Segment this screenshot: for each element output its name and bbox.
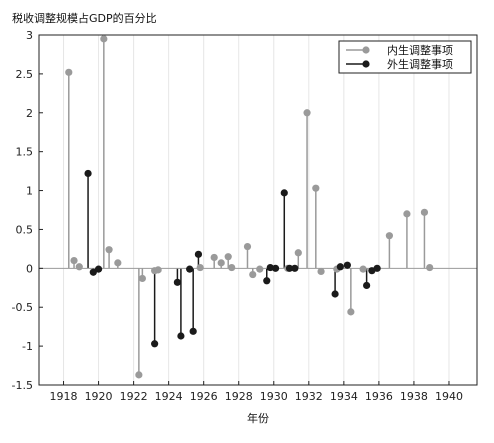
x-tick-label: 1920 bbox=[85, 390, 113, 403]
stem-marker-series-1 bbox=[100, 35, 108, 43]
stem-marker-series-1 bbox=[75, 263, 83, 271]
stem-marker-series-1 bbox=[196, 263, 204, 272]
stem-marker-series-2 bbox=[271, 264, 280, 272]
grid-lines bbox=[63, 35, 450, 385]
x-tick-label: 1936 bbox=[365, 390, 393, 403]
stem-marker-series-1 bbox=[359, 265, 367, 273]
x-tick-label: 1926 bbox=[190, 390, 218, 403]
stem-marker-series-1 bbox=[210, 253, 218, 262]
stem-marker-series-1 bbox=[138, 274, 146, 283]
axis-ticks bbox=[39, 34, 450, 386]
x-tick-label: 1940 bbox=[435, 390, 463, 403]
stem-marker-series-2 bbox=[336, 263, 344, 271]
stem-marker-series-1 bbox=[154, 266, 162, 274]
y-tick-label: -1 bbox=[22, 340, 33, 353]
stem-marker-series-1 bbox=[312, 184, 320, 192]
stem-marker-series-1 bbox=[256, 265, 264, 273]
y-tick-label: 3 bbox=[26, 29, 33, 42]
stem-marker-series-1 bbox=[385, 232, 393, 240]
stem-marker-series-2 bbox=[89, 268, 97, 276]
x-tick-label: 1924 bbox=[155, 390, 183, 403]
stem-marker-series-1 bbox=[70, 256, 78, 265]
legend-label: 外生调整事项 bbox=[387, 57, 453, 71]
y-tick-label: -1.5 bbox=[12, 379, 33, 392]
stem-marker-series-1 bbox=[224, 253, 232, 261]
stem-lines bbox=[68, 38, 431, 375]
stem-marker-series-1 bbox=[249, 270, 257, 279]
stem-marker-series-2 bbox=[266, 263, 274, 272]
stem-marker-series-2 bbox=[194, 250, 203, 258]
y-tick-label: 1.5 bbox=[16, 146, 34, 159]
stem-marker-series-1 bbox=[303, 109, 311, 117]
stem-marker-series-1 bbox=[347, 308, 355, 316]
legend-box bbox=[338, 40, 472, 74]
y-tick-label: 2.5 bbox=[16, 68, 34, 81]
stem-marker-series-1 bbox=[426, 263, 434, 272]
stem-marker-series-2 bbox=[331, 290, 339, 298]
x-axis-label: 年份 bbox=[247, 411, 269, 425]
stem-marker-series-2 bbox=[263, 277, 271, 285]
x-tick-label: 1934 bbox=[330, 390, 358, 403]
plot-frame bbox=[38, 34, 478, 386]
x-tick-label: 1938 bbox=[400, 390, 428, 403]
x-tick-label: 1932 bbox=[295, 390, 323, 403]
legend-label: 内生调整事项 bbox=[387, 43, 453, 57]
x-tick-label: 1922 bbox=[120, 390, 148, 403]
legend-marker bbox=[362, 60, 370, 68]
stem-marker-series-2 bbox=[280, 189, 288, 197]
stem-marker-series-1 bbox=[243, 242, 252, 251]
stem-marker-series-1 bbox=[114, 259, 122, 267]
stem-marker-series-2 bbox=[189, 327, 197, 335]
legend-marker bbox=[362, 46, 370, 54]
stem-marker-series-2 bbox=[173, 278, 182, 286]
stem-marker-series-1 bbox=[420, 208, 429, 216]
stem-marker-series-1 bbox=[294, 249, 302, 257]
stem-marker-series-2 bbox=[291, 264, 299, 272]
y-tick-label: 0 bbox=[26, 262, 33, 275]
stem-marker-series-1 bbox=[135, 371, 143, 379]
stem-marker-series-2 bbox=[151, 340, 159, 348]
x-tick-labels: 1918 1920 1922 1924 1926 1928 1930 1932 1934 1936… bbox=[50, 390, 463, 403]
x-tick-label: 1928 bbox=[225, 390, 253, 403]
y-tick-label: 1 bbox=[26, 185, 33, 198]
stem-markers bbox=[65, 35, 434, 379]
y-tick-labels: -1.5 -1 -0.5 0 0.5 1 1.5 2 2.5 3 bbox=[12, 29, 33, 392]
stem-marker-series-1 bbox=[105, 246, 113, 254]
stem-marker-series-2 bbox=[177, 332, 185, 340]
stem-marker-series-2 bbox=[343, 261, 351, 269]
stem-marker-series-1 bbox=[217, 259, 225, 267]
chart-title: 税收调整规模占GDP的百分比 bbox=[12, 11, 157, 25]
stem-marker-series-2 bbox=[84, 169, 92, 178]
y-tick-label: -0.5 bbox=[12, 301, 33, 314]
y-tick-label: 0.5 bbox=[16, 223, 34, 236]
stem-marker-series-2 bbox=[186, 265, 194, 273]
stem-marker-series-1 bbox=[403, 210, 411, 218]
stem-marker-series-2 bbox=[363, 281, 371, 290]
stem-marker-series-2 bbox=[285, 264, 294, 272]
stem-marker-series-1 bbox=[65, 68, 73, 76]
x-tick-label: 1918 bbox=[50, 390, 78, 403]
stem-marker-series-1 bbox=[317, 267, 325, 276]
stem-marker-series-2 bbox=[373, 264, 381, 272]
x-tick-label: 1930 bbox=[260, 390, 288, 403]
stem-marker-series-2 bbox=[94, 265, 103, 273]
y-tick-label: 2 bbox=[26, 107, 33, 120]
stem-marker-series-1 bbox=[228, 263, 236, 272]
